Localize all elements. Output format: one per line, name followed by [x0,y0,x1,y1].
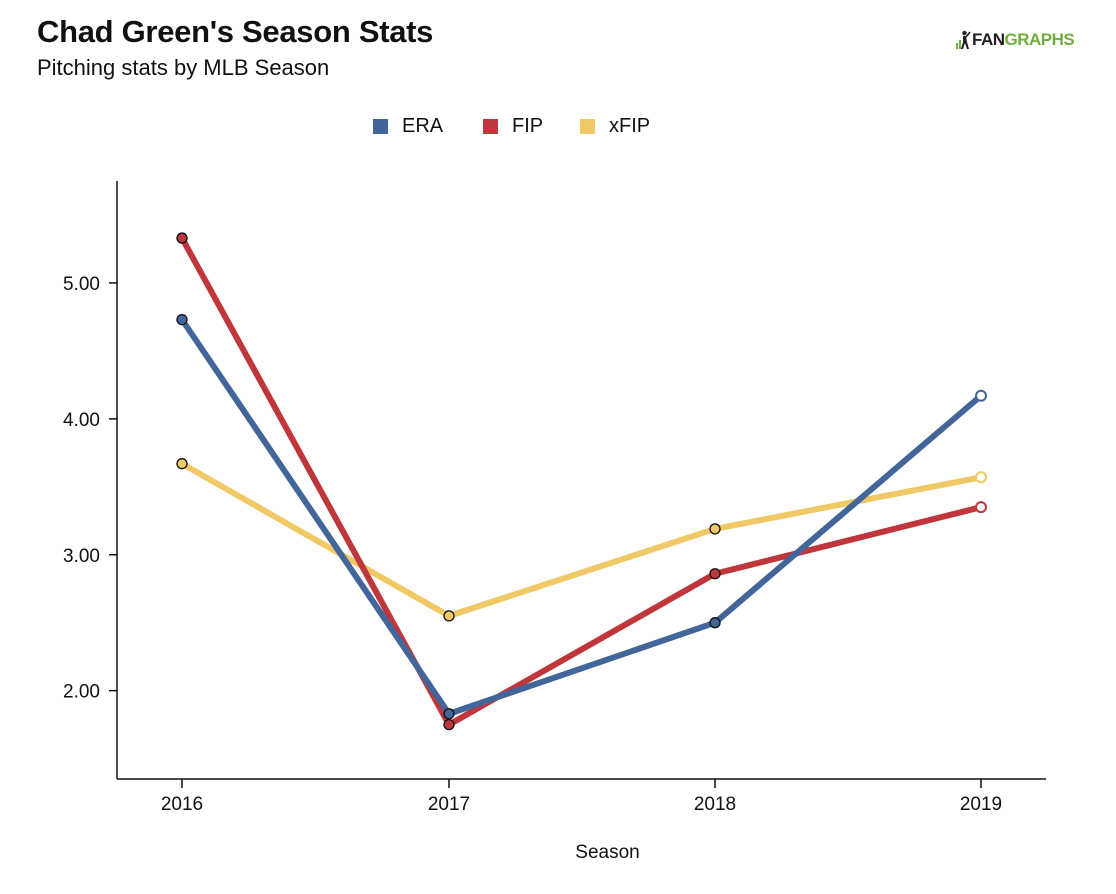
chart-title: Chad Green's Season Stats [37,14,434,49]
data-point-fip [176,232,188,244]
legend-swatch-fip [483,119,498,134]
chart-subtitle: Pitching stats by MLB Season [37,55,330,80]
logo-text-graphs: GRAPHS [1004,30,1075,49]
legend-swatch-era [373,119,388,134]
data-point-xfip [176,458,188,470]
y-tick-label: 3.00 [63,546,100,567]
x-tick-label: 2018 [694,794,736,815]
x-tick-label: 2016 [161,794,203,815]
series-line-fip [179,235,984,728]
legend-swatch-xfip [580,119,595,134]
legend-label-xfip: xFIP [609,115,651,137]
data-point-xfip [709,523,721,535]
series-line-era [179,316,984,717]
legend-item-xfip[interactable]: xFIP [580,115,650,138]
legend-item-fip[interactable]: FIP [483,115,543,138]
legend-label-era: ERA [402,115,444,137]
data-point-era [709,617,721,629]
x-tick-label: 2019 [960,794,1002,815]
y-tick-label: 4.00 [63,410,100,431]
data-point-era [443,708,455,720]
batter-figure-icon [956,30,971,49]
data-point-fip [975,501,987,514]
series-line-xfip [179,460,984,619]
legend-label-fip: FIP [512,115,544,137]
y-tick-label: 2.00 [63,682,100,703]
data-point-era [975,389,987,402]
x-tick-label: 2017 [428,794,470,815]
data-point-xfip [443,610,455,622]
data-point-xfip [975,471,987,484]
legend-item-era[interactable]: ERA [373,115,443,138]
x-axis-title: Season [575,842,639,863]
fangraphs-logo: FANGRAPHS [955,29,1075,51]
data-point-era [176,313,188,326]
chart-legend: ERA FIP xFIP [0,115,1116,141]
y-tick-label: 5.00 [63,274,100,295]
data-point-fip [443,718,455,731]
logo-text-fan: FAN [972,30,1005,49]
data-point-fip [709,568,721,580]
